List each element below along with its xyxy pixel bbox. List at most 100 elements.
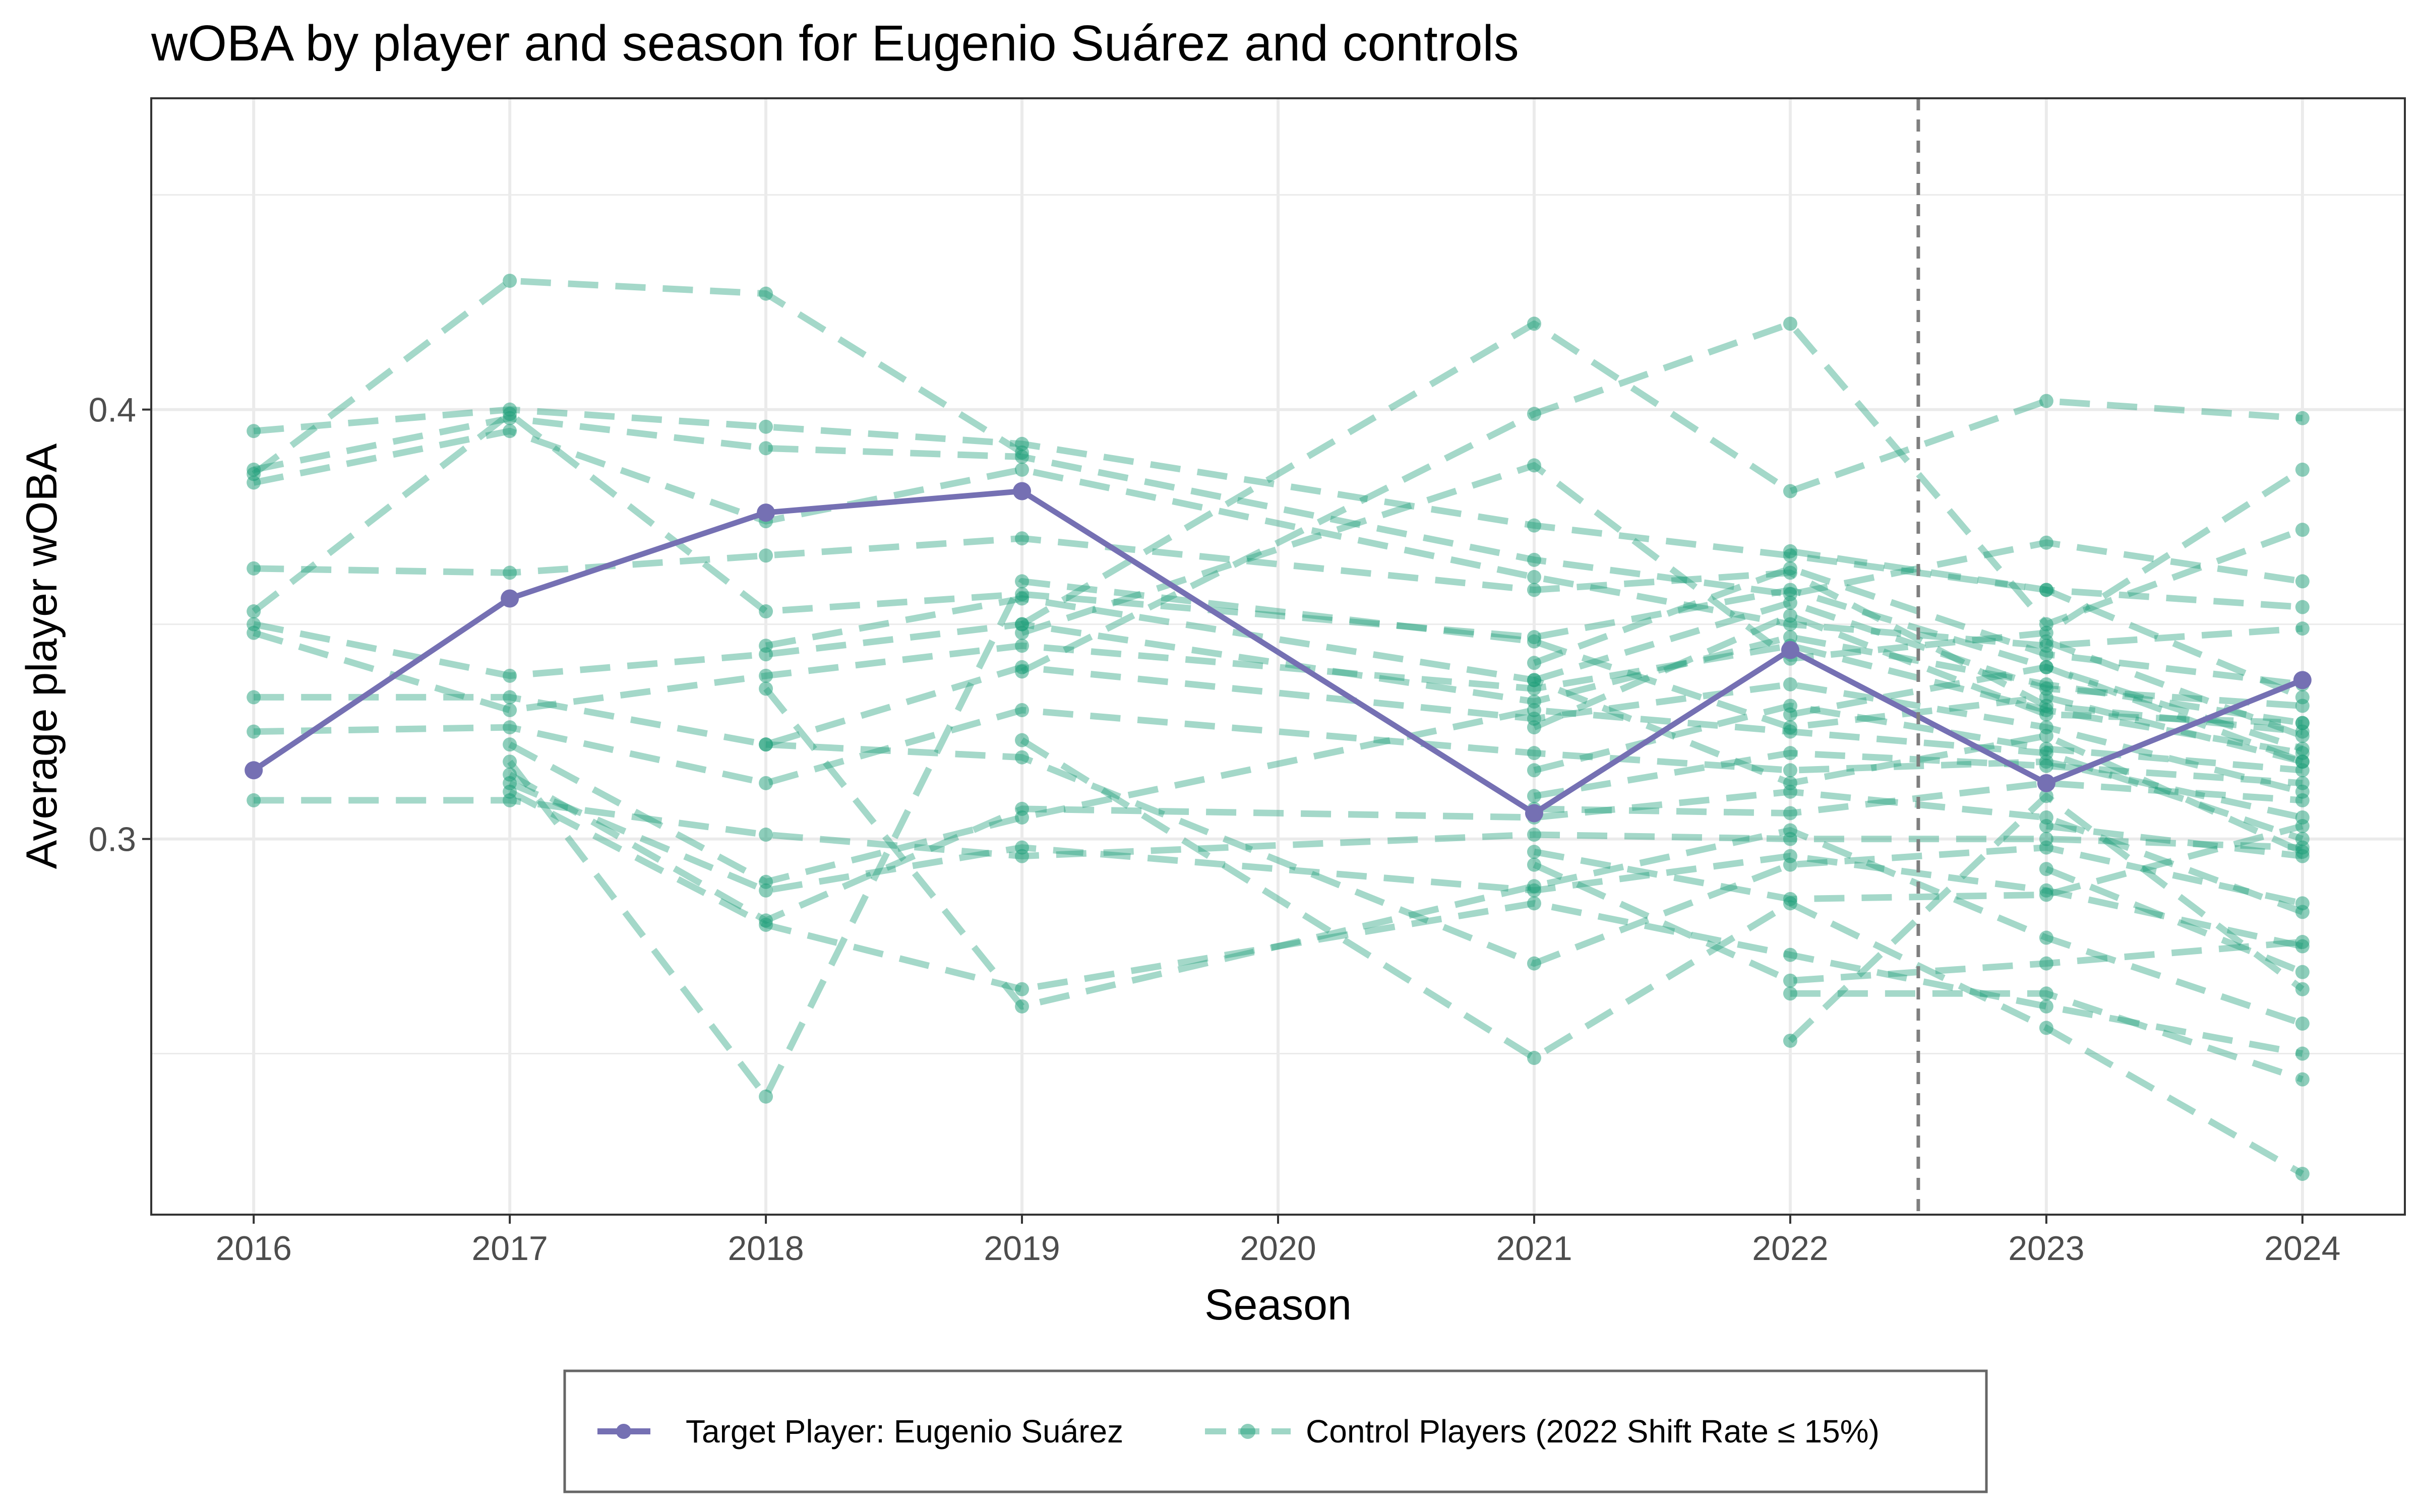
control-player-point — [2295, 411, 2310, 425]
control-player-point — [759, 681, 773, 696]
target-player-point — [1013, 482, 1032, 500]
control-player-point — [2295, 716, 2310, 730]
control-player-point — [247, 604, 261, 619]
x-axis: 2016 2017 2018 2019 2020 2021 2022 2023 2024 — [216, 1215, 2340, 1268]
control-player-point — [503, 424, 517, 438]
control-player-point — [247, 462, 261, 477]
target-player-point — [1525, 804, 1543, 823]
control-player-point — [1527, 656, 1541, 670]
chart-title: wOBA by player and season for Eugenio Su… — [151, 15, 1519, 72]
control-player-point — [1527, 673, 1541, 687]
control-player-point — [503, 668, 517, 683]
control-player-point — [503, 767, 517, 782]
control-player-point — [1783, 608, 1797, 623]
control-player-point — [759, 286, 773, 301]
control-player-line — [1020, 320, 2303, 627]
control-player-point — [1527, 896, 1541, 911]
control-player-point — [2039, 888, 2053, 902]
control-player-point — [1527, 845, 1541, 859]
control-player-point — [1783, 1033, 1797, 1048]
legend-key-target-point — [616, 1424, 631, 1439]
control-player-point — [2295, 776, 2310, 790]
control-player-point — [1015, 450, 1030, 464]
control-player-point — [1015, 750, 1030, 765]
control-player-point — [2039, 729, 2053, 743]
control-player-point — [759, 828, 773, 842]
control-player-line — [254, 535, 2303, 735]
x-axis-title: Season — [1204, 1281, 1352, 1329]
control-player-point — [1783, 948, 1797, 962]
control-player-point — [2039, 862, 2053, 876]
control-player-point — [2295, 1072, 2310, 1087]
target-player-point — [2293, 671, 2312, 689]
control-player-line — [1020, 320, 2304, 675]
control-player-point — [1527, 828, 1541, 842]
control-player-point — [759, 441, 773, 456]
control-player-point — [2295, 574, 2310, 589]
control-player-point — [1783, 823, 1797, 838]
control-player-point — [247, 793, 261, 807]
control-player-point — [2039, 681, 2053, 696]
control-player-point — [2295, 982, 2310, 996]
control-player-point — [1527, 879, 1541, 894]
control-player-point — [1783, 720, 1797, 735]
control-player-point — [1527, 317, 1541, 331]
control-player-line — [253, 415, 2303, 598]
control-player-line — [763, 686, 2304, 1027]
control-player-point — [2039, 759, 2053, 773]
control-player-point — [1015, 591, 1030, 606]
control-player-point — [1015, 625, 1030, 640]
control-player-point — [2295, 523, 2310, 537]
control-player-point — [503, 784, 517, 799]
control-player-point — [247, 424, 261, 438]
control-player-point — [503, 407, 517, 421]
control-player-point — [1527, 634, 1541, 649]
control-player-point — [2295, 965, 2310, 979]
control-player-point — [1527, 518, 1541, 533]
legend-box — [563, 1369, 1988, 1493]
control-player-point — [1783, 973, 1797, 988]
control-player-point — [1015, 664, 1030, 679]
target-player-line — [245, 482, 2312, 823]
control-player-point — [503, 737, 517, 752]
control-player-point — [2039, 535, 2053, 550]
control-player-point — [2295, 763, 2310, 778]
control-player-point — [759, 874, 773, 889]
control-player-point — [2295, 849, 2310, 863]
x-tick-label: 2023 — [2008, 1229, 2084, 1268]
control-player-point — [2039, 394, 2053, 408]
control-player-point — [1783, 746, 1797, 761]
control-player-point — [2039, 789, 2053, 803]
control-player-point — [1527, 570, 1541, 584]
control-player-point — [2295, 600, 2310, 614]
control-player-point — [759, 737, 773, 752]
control-player-point — [1015, 733, 1030, 747]
target-player-point — [2037, 774, 2055, 792]
control-player-point — [247, 724, 261, 739]
y-axis: 0.3 0.4 — [88, 391, 151, 859]
control-player-point — [247, 475, 261, 490]
control-player-point — [247, 625, 261, 640]
control-player-point — [2039, 707, 2053, 722]
control-player-point — [759, 548, 773, 563]
control-player-line — [765, 741, 2304, 967]
control-player-point — [759, 668, 773, 683]
control-player-point — [247, 561, 261, 576]
x-tick-label: 2024 — [2264, 1229, 2340, 1268]
control-player-point — [2295, 621, 2310, 636]
control-player-point — [2039, 583, 2053, 597]
target-player-point — [1781, 641, 1799, 659]
target-player-point — [757, 503, 775, 522]
control-player-line — [1533, 599, 2303, 709]
control-player-point — [1527, 789, 1541, 803]
control-player-point — [2295, 896, 2310, 911]
control-player-point — [1783, 317, 1797, 331]
control-player-point — [1527, 763, 1541, 778]
control-player-line — [253, 427, 2303, 649]
control-player-point — [1015, 462, 1030, 477]
control-player-point — [2295, 793, 2310, 807]
control-player-point — [2295, 741, 2310, 756]
y-tick-label: 0.4 — [88, 391, 136, 429]
control-player-point — [1527, 720, 1541, 735]
